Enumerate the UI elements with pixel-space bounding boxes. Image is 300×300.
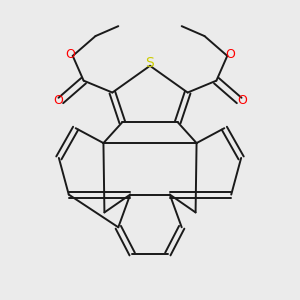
Text: S: S	[146, 56, 154, 70]
Text: O: O	[225, 48, 235, 61]
Text: O: O	[65, 48, 75, 61]
Text: O: O	[53, 94, 63, 107]
Text: O: O	[237, 94, 247, 107]
